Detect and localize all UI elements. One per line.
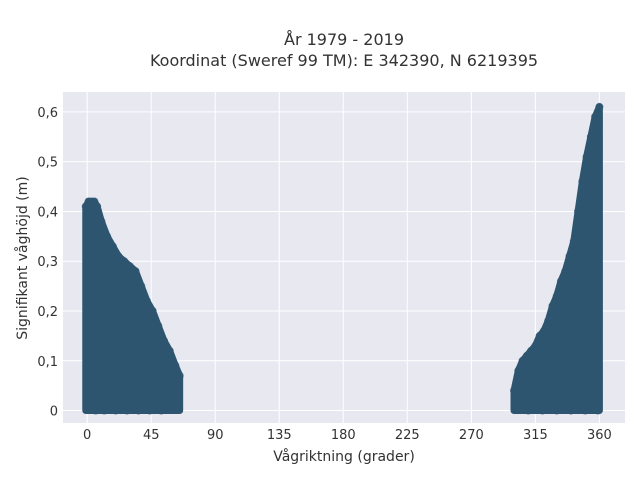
x-tick-label: 180 (331, 428, 356, 443)
x-tick-label: 360 (587, 428, 612, 443)
x-tick-label: 315 (523, 428, 548, 443)
y-tick-label: 0,3 (37, 255, 58, 270)
data-point (544, 316, 553, 325)
y-tick-label: 0,4 (37, 205, 58, 220)
data-point (595, 102, 604, 111)
data-point (100, 406, 109, 415)
data-point (91, 406, 100, 415)
data-point (125, 262, 134, 271)
data-point (97, 217, 106, 226)
data-point (108, 242, 117, 251)
data-point (582, 152, 591, 161)
data-point (531, 341, 540, 350)
data-point (548, 302, 557, 311)
x-tick-label: 270 (459, 428, 484, 443)
chart-subtitle: Koordinat (Sweref 99 TM): E 342390, N 62… (150, 51, 538, 70)
data-point (160, 336, 169, 345)
data-point (123, 406, 132, 415)
data-point (157, 406, 166, 415)
data-point (586, 132, 595, 141)
data-point (131, 267, 140, 276)
data-point (539, 326, 548, 335)
data-point (148, 307, 157, 316)
data-point (510, 386, 519, 395)
data-point (524, 406, 533, 415)
data-point (552, 292, 561, 301)
data-point (93, 202, 102, 211)
data-point (120, 257, 129, 266)
data-point (591, 112, 600, 121)
x-tick-label: 45 (143, 428, 160, 443)
x-tick-label: 135 (267, 428, 292, 443)
series-2 (510, 102, 604, 415)
data-point (561, 267, 570, 276)
data-point (552, 406, 561, 415)
y-axis-title: Signifikant våghöjd (m) (14, 176, 31, 339)
data-point (578, 177, 587, 186)
x-tick-label: 225 (395, 428, 420, 443)
data-point (168, 396, 177, 405)
series-1 (81, 197, 184, 415)
y-tick-label: 0,2 (37, 305, 58, 320)
data-point (165, 346, 174, 355)
data-point (565, 252, 574, 261)
x-tick-label: 90 (207, 428, 224, 443)
data-point (137, 282, 146, 291)
chart-title: År 1979 - 2019 (284, 30, 404, 49)
data-points (81, 102, 604, 415)
data-point (175, 371, 184, 380)
data-point (581, 406, 590, 415)
data-point (171, 361, 180, 370)
y-tick-label: 0 (50, 405, 58, 420)
data-point (569, 237, 578, 246)
x-tick-label: 0 (83, 428, 91, 443)
data-point (134, 406, 143, 415)
data-point (574, 207, 583, 216)
y-tick-label: 0,6 (37, 106, 58, 121)
data-point (103, 232, 112, 241)
data-point (145, 406, 154, 415)
data-point (114, 252, 123, 261)
y-tick-label: 0,1 (37, 355, 58, 370)
data-point (142, 297, 151, 306)
y-tick-label: 0,5 (37, 156, 58, 171)
data-point (514, 366, 523, 375)
data-point (566, 406, 575, 415)
data-point (154, 321, 163, 330)
data-point (556, 277, 565, 286)
data-point (111, 406, 120, 415)
data-point (538, 406, 547, 415)
data-point (593, 406, 602, 415)
tick-labels: 0 45 90 135 180 225 270 315 360 0 0,1 0,2 0,3 0,4 0,5 0… (37, 106, 611, 443)
x-axis-title: Vågriktning (grader) (273, 448, 415, 465)
